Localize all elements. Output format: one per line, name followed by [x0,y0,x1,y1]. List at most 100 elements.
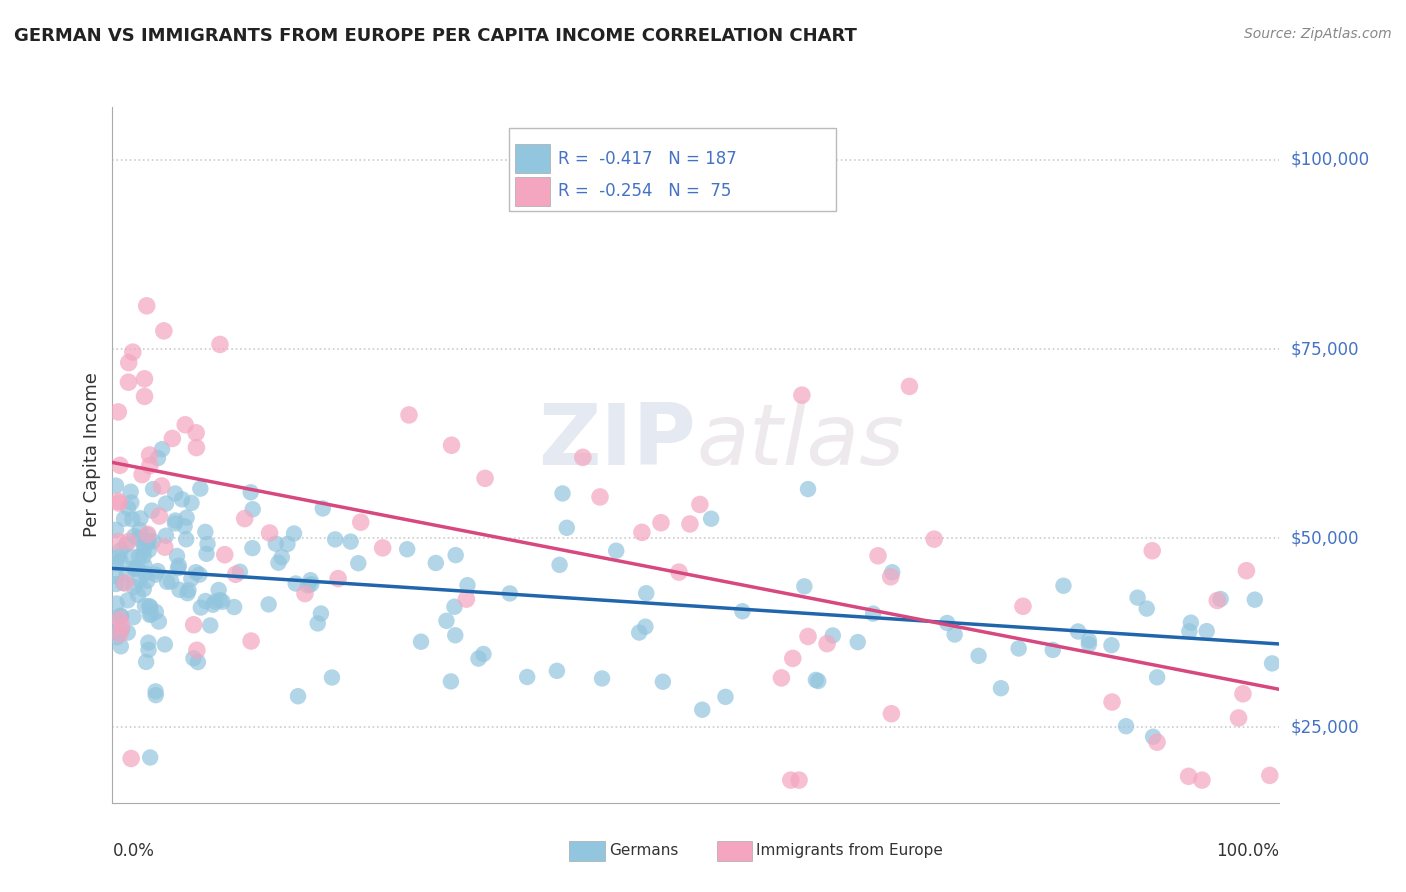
Point [135,655,157,669]
Point [1077,633,1099,648]
Point [156,574,179,589]
Point [163,516,186,531]
Point [176,510,198,524]
Point [190,600,212,615]
Point [105,625,128,640]
Point [882,566,904,580]
Point [321,671,343,685]
Point [145,605,167,619]
Point [174,417,197,432]
Text: GERMAN VS IMMIGRANTS FROM EUROPE PER CAPITA INCOME CORRELATION CHART: GERMAN VS IMMIGRANTS FROM EUROPE PER CAP… [14,27,856,45]
Point [108,496,131,510]
Text: Source: ZipAtlas.com: Source: ZipAtlas.com [1244,27,1392,41]
Point [160,574,183,589]
Point [167,558,190,573]
Point [167,561,190,575]
Point [1232,687,1254,701]
Point [224,600,246,615]
Point [117,375,139,389]
Point [112,512,135,526]
Point [1227,711,1250,725]
Point [499,586,522,600]
Point [186,425,208,440]
Point [105,597,128,611]
Point [1012,599,1035,614]
Point [472,647,495,661]
Point [589,490,612,504]
Point [1191,773,1213,788]
Point [605,543,627,558]
Point [668,565,690,579]
Point [104,523,127,537]
Point [1142,543,1164,558]
Point [139,458,162,473]
Point [177,583,200,598]
Point [183,617,205,632]
Point [242,502,264,516]
Point [122,561,145,575]
Point [821,628,844,642]
Point [107,494,129,508]
Point [1142,730,1164,744]
Point [142,482,165,496]
Point [807,674,830,689]
Point [628,625,651,640]
Point [287,690,309,704]
Point [108,612,131,626]
Point [138,543,160,558]
Point [169,582,191,597]
Point [1077,637,1099,651]
Point [208,582,231,597]
Point [233,511,256,525]
Point [134,389,156,403]
Point [967,648,990,663]
Point [229,565,252,579]
Point [132,549,155,563]
Text: atlas: atlas [696,400,904,483]
Point [1146,670,1168,684]
Point [307,616,329,631]
Point [650,516,672,530]
FancyBboxPatch shape [509,128,837,211]
Point [1126,591,1149,605]
Point [165,486,187,500]
Point [347,556,370,570]
Point [242,541,264,555]
Point [866,549,889,563]
Point [138,635,160,649]
Point [440,438,463,452]
Point [922,532,945,546]
Point [124,529,146,543]
FancyBboxPatch shape [515,177,550,206]
Point [714,690,737,704]
Point [793,579,815,593]
Point [110,640,132,654]
Point [111,619,134,633]
Point [444,628,467,642]
Point [139,750,162,764]
Point [443,599,465,614]
Point [128,549,150,564]
Point [146,451,169,466]
Point [115,567,138,582]
Point [136,574,159,588]
Point [782,651,804,665]
Point [398,408,420,422]
Point [1178,624,1201,639]
Point [153,540,176,554]
Point [108,458,131,473]
Text: ZIP: ZIP [538,400,696,483]
FancyBboxPatch shape [515,144,550,173]
Text: 100.0%: 100.0% [1216,842,1279,860]
Point [409,634,432,648]
Point [474,471,496,485]
Point [797,630,820,644]
Point [425,556,447,570]
Point [690,703,713,717]
Point [166,549,188,563]
Point [125,560,148,574]
Point [120,484,142,499]
Point [591,672,613,686]
Point [631,525,654,540]
Point [141,607,163,621]
